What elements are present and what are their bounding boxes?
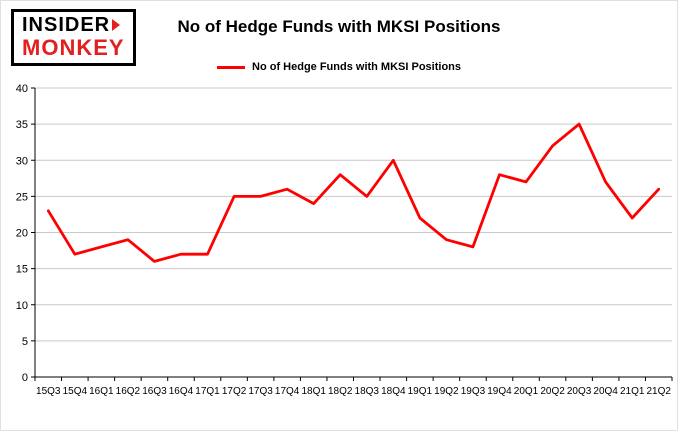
x-axis-labels: 15Q3 15Q4 16Q1 16Q2 16Q3 16Q4 17Q1 17Q2 17Q3 17Q4… [36,386,671,397]
svg-text:21Q2: 21Q2 [646,386,671,397]
chart-legend: No of Hedge Funds with MKSI Positions [1,61,677,73]
svg-text:17Q4: 17Q4 [275,386,300,397]
svg-text:16Q2: 16Q2 [116,386,141,397]
svg-text:18Q3: 18Q3 [355,386,380,397]
svg-text:19Q2: 19Q2 [434,386,459,397]
svg-text:40: 40 [16,83,28,95]
svg-text:18Q4: 18Q4 [381,386,406,397]
svg-text:19Q3: 19Q3 [461,386,486,397]
svg-text:10: 10 [16,300,28,312]
svg-text:25: 25 [16,191,28,203]
logo-text-monkey: MONKEY [22,35,125,60]
svg-text:20Q4: 20Q4 [593,386,618,397]
svg-text:20: 20 [16,228,28,240]
svg-text:15Q4: 15Q4 [63,386,88,397]
svg-text:18Q1: 18Q1 [301,386,326,397]
svg-text:19Q1: 19Q1 [408,386,433,397]
svg-text:30: 30 [16,155,28,167]
svg-text:20Q1: 20Q1 [514,386,539,397]
svg-text:35: 35 [16,119,28,131]
svg-text:21Q1: 21Q1 [620,386,645,397]
svg-text:17Q2: 17Q2 [222,386,247,397]
gridlines [35,87,672,342]
svg-text:17Q3: 17Q3 [248,386,273,397]
legend-line-marker [217,65,245,69]
y-axis-labels: 0 5 10 15 20 25 30 35 40 [16,83,28,384]
logo-arrow-icon [112,19,121,31]
svg-text:5: 5 [22,336,28,348]
svg-text:20Q2: 20Q2 [540,386,565,397]
svg-text:16Q4: 16Q4 [169,386,194,397]
insider-monkey-logo: INSIDER MONKEY [11,9,136,67]
tick-marks [31,87,673,381]
logo-text-insider: INSIDER [22,15,125,36]
legend-label: No of Hedge Funds with MKSI Positions [252,61,461,73]
svg-text:16Q3: 16Q3 [142,386,167,397]
svg-text:20Q3: 20Q3 [567,386,592,397]
svg-text:16Q1: 16Q1 [89,386,114,397]
svg-text:17Q1: 17Q1 [195,386,220,397]
svg-text:0: 0 [22,372,28,384]
svg-text:19Q4: 19Q4 [487,386,512,397]
series-line [46,122,661,263]
chart-title: No of Hedge Funds with MKSI Positions [177,17,501,36]
svg-text:15: 15 [16,264,28,276]
svg-text:18Q2: 18Q2 [328,386,353,397]
svg-text:15Q3: 15Q3 [36,386,61,397]
